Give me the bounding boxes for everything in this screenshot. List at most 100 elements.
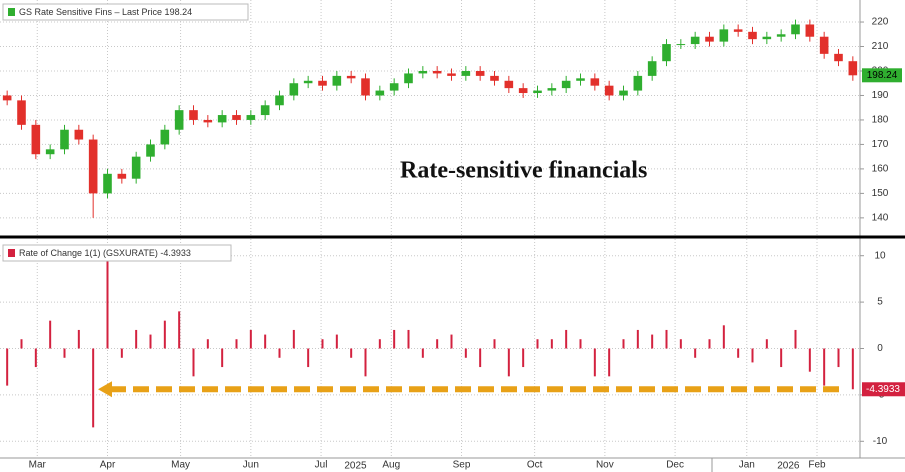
candle-body [88, 139, 98, 194]
bar [765, 339, 768, 349]
bar [192, 348, 195, 377]
last-value-tag [862, 382, 905, 397]
bar [622, 339, 625, 349]
candle-body [289, 83, 299, 96]
bar [823, 348, 826, 386]
bar [63, 348, 66, 358]
bar [278, 348, 281, 358]
candle-body [275, 95, 284, 106]
candle-body [619, 90, 628, 96]
bar [808, 348, 811, 372]
candle-body [819, 36, 829, 54]
bar [608, 348, 611, 377]
candle-body [404, 73, 413, 84]
candle-body [31, 124, 41, 155]
candle-body [805, 24, 815, 37]
x-tick-label: Dec [666, 460, 684, 471]
candle-body [418, 70, 428, 74]
candle-body [217, 115, 227, 123]
bar [49, 320, 52, 349]
legend-swatch [8, 8, 15, 16]
candle-body [174, 110, 184, 130]
bar [350, 348, 353, 358]
bar [593, 348, 596, 377]
y-tick-label: 150 [872, 188, 889, 199]
last-price-label: 198.24 [867, 70, 898, 81]
y-tick-label: 170 [872, 139, 889, 150]
x-tick-label: Aug [382, 460, 400, 471]
bar [178, 311, 181, 349]
bar [149, 334, 152, 349]
candle-body [533, 90, 542, 94]
candle-body [17, 100, 26, 125]
candle-body [74, 129, 84, 140]
year-label: 2026 [777, 461, 800, 472]
bar [665, 329, 668, 349]
candle-body [776, 34, 786, 37]
candle-body [547, 88, 557, 91]
bar [436, 339, 439, 349]
candle-body [762, 36, 772, 40]
candle-body [791, 24, 800, 35]
y-tick-label: 210 [872, 41, 889, 52]
bar [507, 348, 510, 377]
x-tick-label: Jun [243, 460, 259, 471]
x-tick-label: Oct [527, 460, 543, 471]
bar [307, 348, 310, 368]
bar [536, 339, 539, 349]
x-tick-label: May [171, 460, 190, 471]
bar [34, 348, 37, 368]
candle-body [633, 75, 643, 91]
bar [221, 348, 224, 368]
candle-body [490, 75, 499, 81]
candle-body [189, 110, 198, 120]
bar [550, 339, 553, 349]
annotation: Rate-sensitive financials [400, 158, 647, 184]
bar [694, 348, 697, 358]
legend-box [2, 3, 249, 21]
candle-body [318, 80, 327, 86]
candle-body [346, 75, 356, 79]
last-value-label: -4.3933 [866, 384, 900, 395]
bar [722, 325, 725, 349]
candle-body [834, 53, 843, 62]
bar [92, 348, 95, 428]
x-tick-label: Jan [739, 460, 755, 471]
bar [292, 329, 295, 349]
bar [364, 348, 367, 377]
y-tick-label: -10 [873, 436, 888, 447]
bar [708, 339, 711, 349]
last-price-tag [862, 68, 902, 83]
bar [751, 348, 754, 363]
bar [378, 339, 381, 349]
legend-label: GS Rate Sensitive Fins – Last Price 198.… [19, 7, 192, 17]
candle-body [576, 78, 585, 81]
arrow-head [98, 381, 112, 398]
candle-body [246, 115, 256, 120]
bar [794, 329, 797, 349]
candle-body [561, 80, 571, 89]
x-tick-label: Feb [808, 460, 826, 471]
bar [421, 348, 424, 358]
bar [464, 348, 467, 358]
bar [393, 329, 396, 349]
bar [321, 339, 324, 349]
bar [135, 329, 138, 349]
bar [235, 339, 238, 349]
candle-body [146, 144, 155, 157]
bar [163, 320, 166, 349]
bar [737, 348, 740, 358]
bar [565, 329, 568, 349]
candle-body [117, 173, 127, 179]
bar [651, 334, 654, 349]
candle-body [131, 156, 141, 179]
y-tick-label: 5 [877, 297, 883, 308]
bar [780, 348, 783, 368]
bar [579, 339, 582, 349]
candle-body [375, 90, 385, 96]
candle-body [504, 80, 514, 89]
bar [522, 348, 525, 368]
bar [450, 334, 453, 349]
legend-swatch [8, 249, 15, 257]
